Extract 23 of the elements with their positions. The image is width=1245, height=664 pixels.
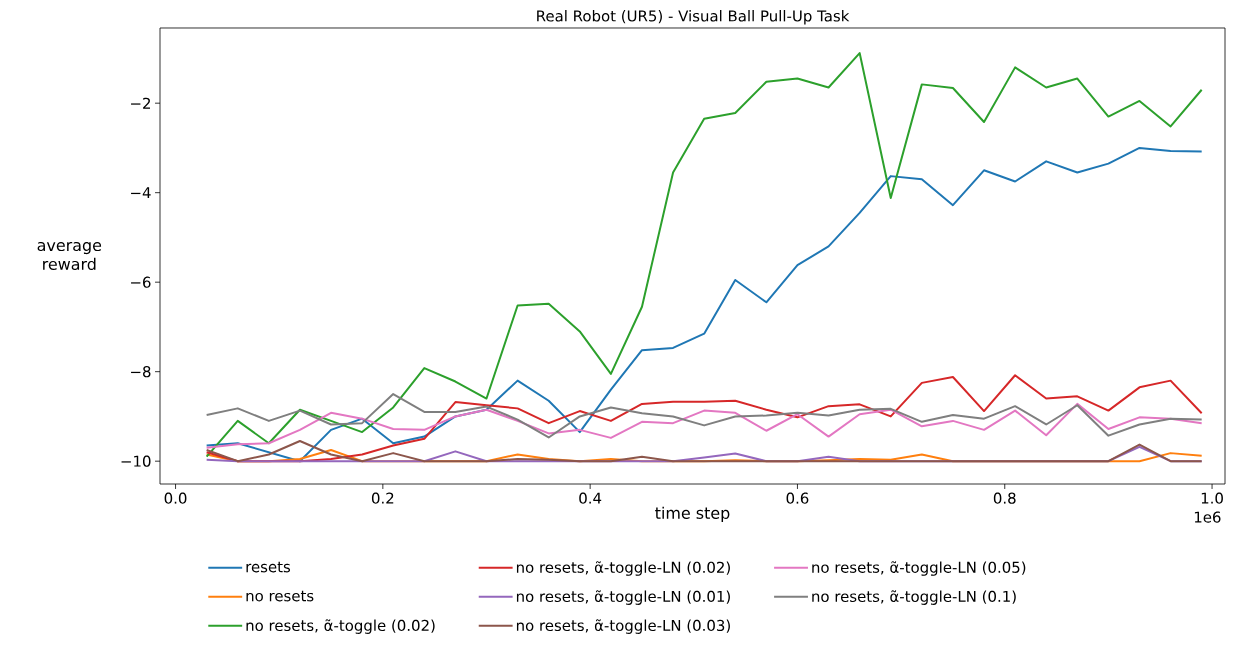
legend-label: no resets, α̃-toggle-LN (0.02) [516,561,730,576]
legend-label: no resets, α̃-toggle-LN (0.05) [812,561,1026,576]
y-tick-label: −8 [131,366,151,378]
y-tick-label: −2 [131,97,151,109]
x-tick-label: 0.4 [579,492,602,504]
y-tick-label: −10 [121,455,151,467]
legend-label: no resets, α̃-toggle-LN (0.1) [812,590,1016,605]
y-tick-label: −6 [131,276,151,288]
x-tick-label: 0.6 [786,492,809,504]
chart-title: Real Robot (UR5) - Visual Ball Pull-Up Task [537,10,850,25]
y-tick-label: −4 [131,187,151,199]
legend-label: no resets [246,590,314,602]
x-tick-label: 0.2 [371,492,394,504]
text: 1e6 [1194,511,1221,523]
x-tick-label: 1.0 [1201,492,1223,504]
legend-label: no resets, α̃-toggle-LN (0.01) [516,590,730,605]
legend-label: no resets, α̃-toggle (0.02) [246,619,435,634]
x-tick-label: 0.0 [164,492,187,504]
legend-label: resets [246,561,291,573]
x-axis-title: time step [655,506,730,523]
x-tick-label: 0.8 [993,492,1016,504]
y-axis-title: average reward [37,241,102,271]
legend-label: no resets, α̃-toggle-LN (0.03) [516,619,730,634]
